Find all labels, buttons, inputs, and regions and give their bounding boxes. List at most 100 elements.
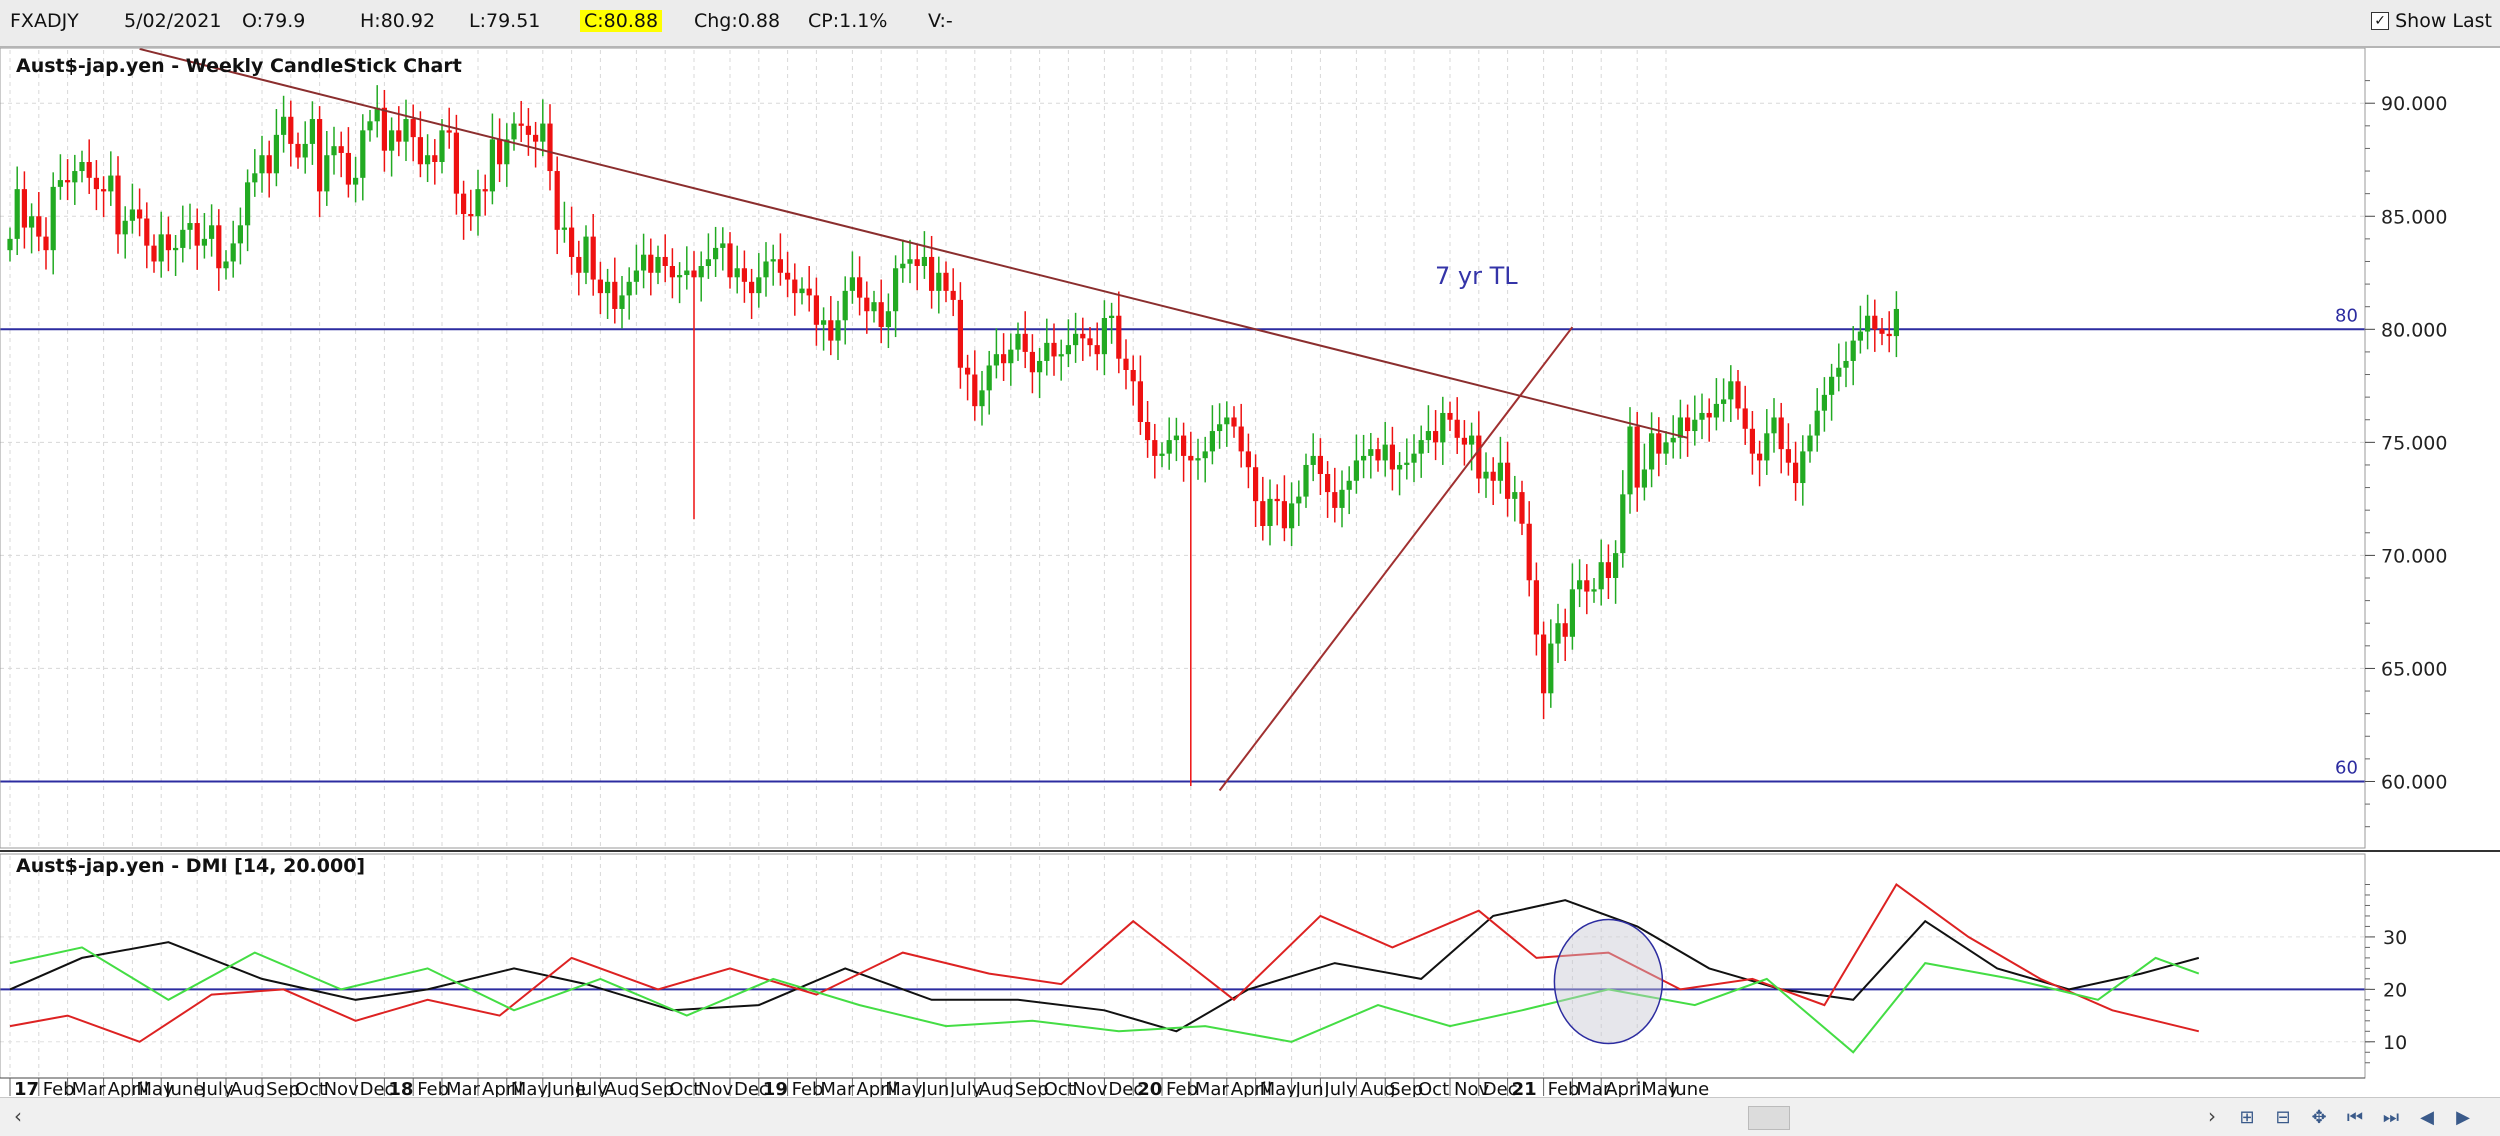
x-tick-label: Nov bbox=[1454, 1079, 1489, 1097]
candle-body bbox=[1116, 315, 1122, 359]
x-tick-label: Sep bbox=[266, 1079, 300, 1097]
candle-body bbox=[1080, 333, 1086, 339]
trendline bbox=[1218, 326, 1574, 792]
price-tick-label: 85.000 bbox=[2381, 206, 2447, 228]
candle-body bbox=[1368, 449, 1374, 456]
next-icon[interactable]: ▶ bbox=[2456, 1106, 2470, 1128]
candle-body bbox=[79, 162, 85, 172]
chart-scrollbar[interactable]: ‹ › ⊞ ⊟ ✥ ⏮ ⏭ ◀ ▶ bbox=[0, 1097, 2500, 1136]
dmi-series-0 bbox=[9, 899, 2200, 1033]
candle-body bbox=[864, 297, 870, 312]
candle-body bbox=[1245, 451, 1251, 468]
candle-body bbox=[777, 259, 783, 273]
candle-body bbox=[806, 288, 812, 296]
candle-body bbox=[1454, 419, 1460, 438]
candle-body bbox=[835, 320, 841, 341]
x-tick-label: May bbox=[885, 1079, 923, 1097]
candle-body bbox=[129, 209, 135, 221]
candle-body bbox=[943, 272, 949, 291]
candle-body bbox=[1231, 417, 1237, 427]
last-page-icon[interactable]: ⏭ bbox=[2382, 1106, 2400, 1128]
candle-body bbox=[1713, 403, 1719, 418]
candle-body bbox=[1598, 562, 1604, 590]
candle-body bbox=[1663, 442, 1669, 454]
x-tick-label: Oct bbox=[1418, 1079, 1449, 1097]
candle-body bbox=[561, 227, 567, 230]
candle-body bbox=[1577, 580, 1583, 590]
candle-body bbox=[1181, 435, 1187, 456]
candle-body bbox=[497, 139, 503, 165]
zoom-out-icon[interactable]: ⊟ bbox=[2275, 1106, 2291, 1128]
x-tick-label: Sep bbox=[640, 1079, 674, 1097]
candle-body bbox=[785, 272, 791, 280]
scroll-thumb[interactable] bbox=[1748, 1106, 1790, 1130]
candle-body bbox=[1195, 458, 1201, 461]
candle-body bbox=[900, 263, 906, 269]
candle-body bbox=[245, 182, 251, 226]
candle-body bbox=[273, 134, 279, 174]
candle-body bbox=[1188, 455, 1194, 461]
candle-body bbox=[914, 259, 920, 266]
candle-body bbox=[482, 189, 488, 192]
x-tick-label: June bbox=[164, 1079, 204, 1097]
x-tick-label: Nov bbox=[1072, 1079, 1107, 1097]
x-tick-label: Feb bbox=[1166, 1079, 1198, 1097]
candle-body bbox=[655, 256, 661, 273]
candle-body bbox=[1677, 417, 1683, 438]
candle-body bbox=[115, 175, 121, 235]
candle-body bbox=[727, 243, 733, 278]
candle-body bbox=[101, 189, 107, 192]
candle-body bbox=[1685, 417, 1691, 432]
candle-body bbox=[7, 238, 13, 251]
candle-body bbox=[72, 171, 78, 183]
candle-body bbox=[1015, 333, 1021, 350]
show-last-toggle[interactable]: ✓ Show Last bbox=[2371, 10, 2492, 32]
chart-area[interactable]: 90.000 85.000 80.000 75.000 70.000 65.000 60.0… bbox=[0, 48, 2500, 1097]
candle-body bbox=[986, 365, 992, 391]
candle-body bbox=[1800, 451, 1806, 484]
scroll-left-arrow[interactable]: ‹ bbox=[14, 1104, 22, 1128]
candle-body bbox=[1397, 464, 1403, 470]
candle-body bbox=[1289, 503, 1295, 529]
candle-body bbox=[1058, 354, 1064, 357]
candle-body bbox=[259, 155, 265, 174]
x-tick-label: April bbox=[482, 1079, 523, 1097]
candle-body bbox=[151, 245, 157, 262]
candle-body bbox=[1757, 453, 1763, 461]
dmi-series-2 bbox=[9, 946, 2200, 1054]
candle-body bbox=[648, 254, 654, 273]
candle-body bbox=[626, 281, 632, 296]
previous-icon[interactable]: ◀ bbox=[2420, 1106, 2434, 1128]
candle-body bbox=[921, 256, 927, 266]
candle-body bbox=[137, 209, 143, 219]
candle-body bbox=[669, 266, 675, 278]
candle-body bbox=[50, 186, 56, 251]
candle-body bbox=[1749, 428, 1755, 454]
candle-body bbox=[950, 290, 956, 300]
candle-body bbox=[583, 236, 589, 273]
open-label: O:79.9 bbox=[242, 10, 306, 32]
candle-body bbox=[893, 268, 899, 312]
show-last-checkbox[interactable]: ✓ bbox=[2371, 12, 2390, 30]
x-tick-label: May bbox=[1260, 1079, 1298, 1097]
candle-body bbox=[468, 214, 474, 217]
candle-body bbox=[1469, 435, 1475, 445]
candle-body bbox=[475, 189, 481, 217]
scroll-right-arrow[interactable]: › bbox=[2208, 1104, 2216, 1128]
candle-body bbox=[1361, 455, 1367, 461]
candle-body bbox=[108, 175, 114, 192]
price-tick-label: 75.000 bbox=[2381, 432, 2447, 454]
candle-body bbox=[1152, 440, 1158, 456]
first-page-icon[interactable]: ⏮ bbox=[2346, 1106, 2364, 1128]
candle-body bbox=[1044, 342, 1050, 361]
volume-label: V:- bbox=[928, 10, 953, 32]
candle-body bbox=[353, 177, 359, 185]
candle-body bbox=[813, 295, 819, 325]
candle-body bbox=[684, 270, 690, 276]
candle-body bbox=[1519, 492, 1525, 524]
zoom-in-icon[interactable]: ⊞ bbox=[2239, 1106, 2255, 1128]
pan-icon[interactable]: ✥ bbox=[2311, 1106, 2327, 1128]
x-tick-label: Mar bbox=[1576, 1079, 1611, 1097]
candle-body bbox=[1145, 422, 1151, 441]
x-tick-label: 19 bbox=[763, 1079, 788, 1097]
